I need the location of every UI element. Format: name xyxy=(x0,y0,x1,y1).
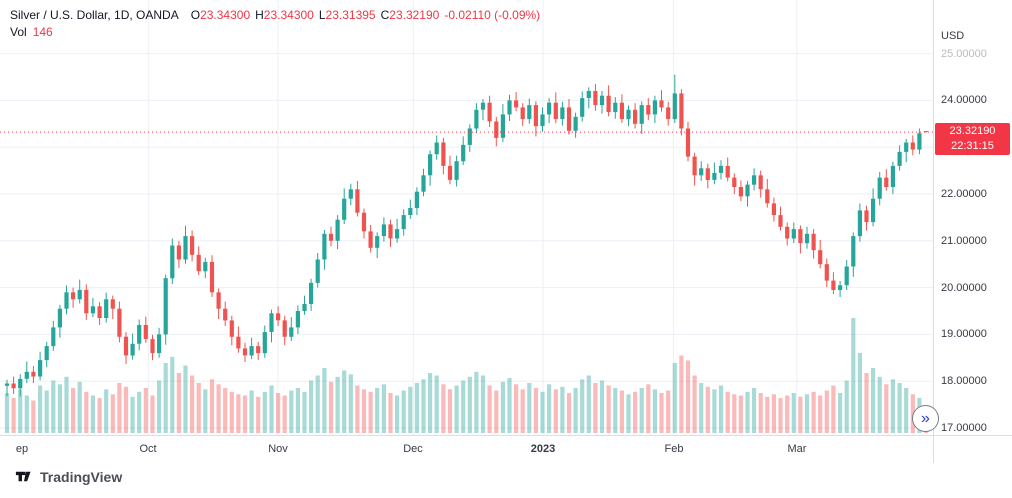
price-axis-label: 21.00000 xyxy=(941,234,987,247)
time-axis-label: 2023 xyxy=(530,443,556,455)
symbol-legend: Silver / U.S. Dollar, 1D, OANDA O23.34300… xyxy=(10,7,540,41)
price-axis-label: 17.00000 xyxy=(941,422,987,434)
tradingview-logo[interactable]: TradingView xyxy=(14,467,122,486)
chart-pane[interactable]: Silver / U.S. Dollar, 1D, OANDA O23.34300… xyxy=(0,0,939,435)
candlestick-chart[interactable] xyxy=(0,0,933,435)
ohlc-open-label: O xyxy=(190,8,201,22)
price-axis-label: 19.00000 xyxy=(941,328,987,341)
price-axis-label: 24.00000 xyxy=(941,94,987,107)
goto-realtime-button[interactable]: » xyxy=(912,405,939,432)
ohlc-close-label: C xyxy=(380,8,390,22)
time-axis-label: Oct xyxy=(139,443,157,455)
tradingview-logo-icon xyxy=(15,471,31,482)
ohlc-high-label: H xyxy=(255,8,264,22)
grid-lines xyxy=(0,0,933,435)
time-axis-label: Dec xyxy=(403,443,423,455)
time-axis-label: Feb xyxy=(664,443,684,455)
volume-bars xyxy=(4,318,929,434)
ohlc-low-label: L xyxy=(318,8,326,22)
price-axis-label: 25.00000 xyxy=(941,47,987,60)
time-axis[interactable]: ep Oct Nov Dec 2023 Feb Mar xyxy=(0,435,1012,464)
bar-countdown: 22:31:15 xyxy=(951,140,994,153)
ohlc-close-value: 23.32190 xyxy=(389,8,440,22)
last-price-value: 23.32190 xyxy=(949,125,996,138)
price-axis[interactable]: USD 25.0000024.0000023.0000022.0000021.0… xyxy=(933,0,1012,463)
time-axis-label: Mar xyxy=(787,443,807,455)
ohlc-open-value: 23.34300 xyxy=(200,8,251,22)
volume-value: 146 xyxy=(32,25,53,39)
last-price-badge: 23.32190 22:31:15 xyxy=(935,123,1010,156)
double-chevron-right-icon: » xyxy=(921,409,930,427)
ohlc-change: -0.02110 (-0.09%) xyxy=(444,8,541,22)
tradingview-logo-text: TradingView xyxy=(40,468,123,485)
time-axis-label: ep xyxy=(15,443,29,455)
volume-label: Vol xyxy=(10,25,27,39)
symbol-title[interactable]: Silver / U.S. Dollar, 1D, OANDA xyxy=(10,8,179,22)
price-axis-label: 20.00000 xyxy=(941,281,987,294)
price-axis-label: 22.00000 xyxy=(941,188,987,200)
ohlc-high-value: 23.34300 xyxy=(263,8,314,22)
time-axis-label: Nov xyxy=(268,443,288,455)
ohlc-low-value: 23.31395 xyxy=(325,8,376,22)
candles xyxy=(4,74,929,397)
legend-volume-row: Vol 146 xyxy=(10,24,540,41)
price-axis-label: 18.00000 xyxy=(941,375,987,388)
currency-label: USD xyxy=(941,30,965,42)
legend-ohlc-row: Silver / U.S. Dollar, 1D, OANDA O23.34300… xyxy=(10,7,540,24)
